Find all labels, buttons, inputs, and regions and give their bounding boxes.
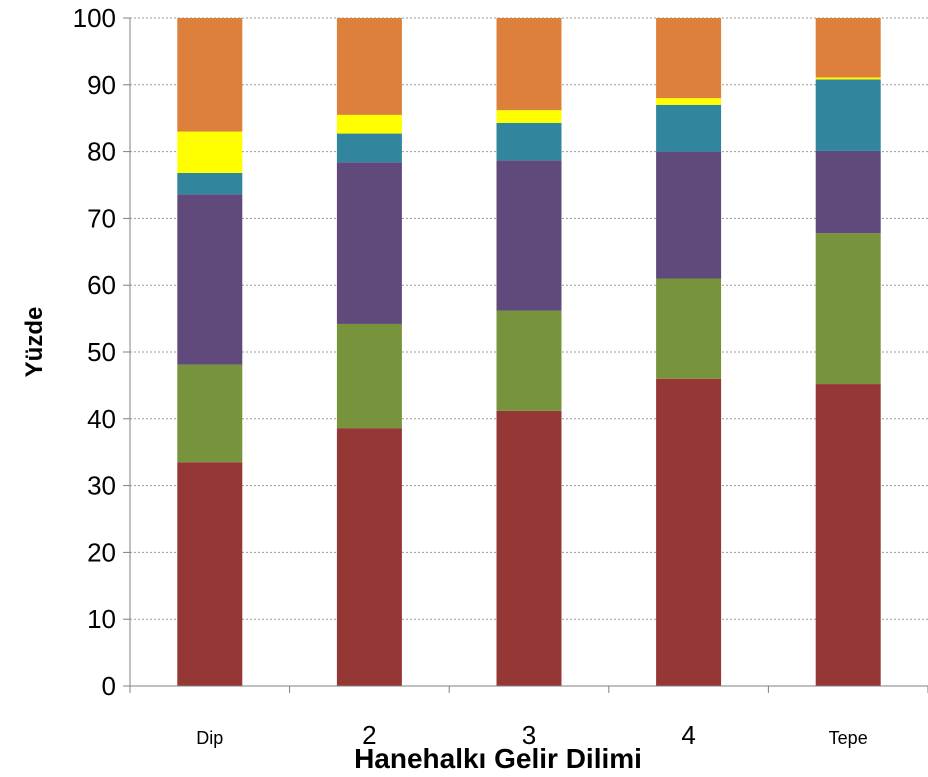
x-tick-label: 2 bbox=[362, 720, 376, 750]
gridlines bbox=[130, 17, 928, 620]
bar-segment bbox=[336, 428, 402, 686]
x-tick-label: Dip bbox=[196, 728, 223, 748]
y-tick-label: 60 bbox=[87, 270, 116, 300]
y-tick-label: 70 bbox=[87, 203, 116, 233]
x-tick-labels: Dip 2 3 4 Tepe bbox=[129, 686, 928, 750]
bar-segment bbox=[496, 410, 562, 686]
bar-stack bbox=[815, 18, 881, 686]
bar-stack bbox=[496, 18, 562, 686]
y-tick-label: 50 bbox=[87, 337, 116, 367]
x-tick-label: Tepe bbox=[829, 728, 868, 748]
bar-stack bbox=[656, 18, 722, 686]
x-tick-label: 3 bbox=[522, 720, 536, 750]
y-tick-labels: 0 10 20 30 40 50 60 70 80 90 100 bbox=[73, 3, 130, 701]
y-tick-label: 10 bbox=[87, 604, 116, 634]
bar-segment bbox=[815, 77, 881, 80]
y-tick-label: 100 bbox=[73, 3, 116, 33]
bar-segment bbox=[336, 133, 402, 163]
y-tick-label: 40 bbox=[87, 404, 116, 434]
bar-segment bbox=[496, 18, 562, 111]
bar-segment bbox=[177, 18, 243, 132]
bar-segment bbox=[336, 18, 402, 115]
bar-segment bbox=[177, 172, 243, 195]
bar-segment bbox=[815, 384, 881, 686]
bar-segment bbox=[336, 162, 402, 324]
bar-segment bbox=[336, 323, 402, 429]
bar-segment bbox=[656, 18, 722, 99]
bar-stacks bbox=[177, 18, 881, 686]
bar-segment bbox=[336, 114, 402, 134]
bar-segment bbox=[177, 364, 243, 463]
y-tick-label: 90 bbox=[87, 70, 116, 100]
bar-segment bbox=[177, 131, 243, 173]
bar-stack bbox=[177, 18, 243, 686]
bar-segment bbox=[656, 378, 722, 686]
y-axis-title: Yüzde bbox=[21, 307, 48, 378]
bar-segment bbox=[177, 462, 243, 686]
y-tick-label: 30 bbox=[87, 471, 116, 501]
bar-segment bbox=[815, 79, 881, 151]
x-axis-title: Hanehalkı Gelir Dilimi bbox=[354, 743, 642, 774]
bar-segment bbox=[656, 98, 722, 105]
bar-segment bbox=[656, 104, 722, 152]
y-tick-label: 20 bbox=[87, 537, 116, 567]
bar-segment bbox=[815, 18, 881, 78]
bar-segment bbox=[177, 194, 243, 365]
bar-segment bbox=[496, 310, 562, 411]
y-tick-label: 0 bbox=[102, 671, 116, 701]
x-tick-label: 4 bbox=[681, 720, 695, 750]
bar-segment bbox=[815, 150, 881, 234]
bar-stack bbox=[336, 18, 402, 686]
y-tick-label: 80 bbox=[87, 137, 116, 167]
bar-segment bbox=[496, 110, 562, 123]
bar-segment bbox=[656, 151, 722, 279]
bar-segment bbox=[815, 233, 881, 385]
bar-segment bbox=[656, 278, 722, 379]
bar-segment bbox=[496, 122, 562, 161]
bar-segment bbox=[496, 160, 562, 311]
